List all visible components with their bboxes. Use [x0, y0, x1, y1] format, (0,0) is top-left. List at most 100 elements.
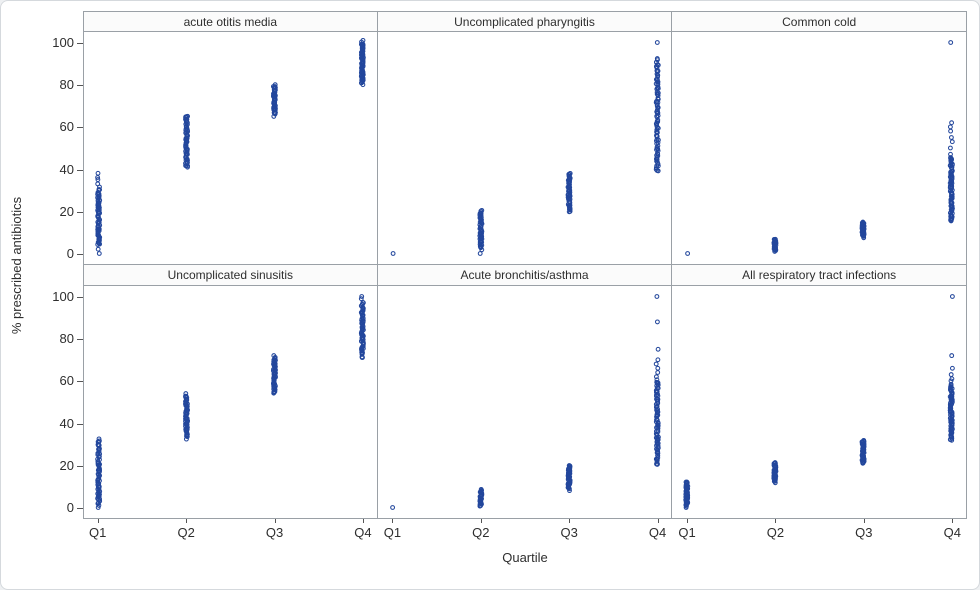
- grid-corner: [35, 265, 83, 286]
- x-tick-mark: [775, 519, 777, 523]
- strip-Q2: [183, 391, 191, 442]
- x-tick-labels-col-2: Q1 Q2 Q3 Q4: [378, 519, 673, 546]
- x-tick-label: Q2: [766, 525, 785, 540]
- strip-Q3: [565, 463, 573, 494]
- panel-header-acute-bronchitis-asthma: Acute bronchitis/asthma: [377, 265, 673, 286]
- panel-plot-acute-otitis-media: [83, 32, 378, 265]
- strip-Q4: [358, 294, 366, 360]
- y-axis-top-row: 0 20 40 60 80 100: [35, 32, 83, 265]
- y-tick-label: 60: [59, 373, 74, 389]
- panel-header-uncomplicated-sinusitis: Uncomplicated sinusitis: [83, 265, 378, 286]
- y-tick-label: 40: [59, 161, 74, 177]
- x-tick-mark: [687, 519, 689, 523]
- x-tick-label: Q4: [943, 525, 961, 540]
- strip-Q3: [859, 437, 867, 466]
- x-tick-mark: [392, 519, 394, 523]
- x-tick-mark: [952, 519, 954, 523]
- y-tick-label: 80: [59, 77, 74, 92]
- panel-header-all-respiratory-tract-infections: All respiratory tract infections: [672, 265, 967, 286]
- y-tick-label: 20: [59, 204, 74, 219]
- strip-Q2: [477, 486, 484, 509]
- strip-plot: [389, 294, 661, 510]
- grid-corner: [35, 11, 83, 32]
- strip-Q4: [653, 40, 661, 174]
- y-tick-mark: [77, 42, 83, 44]
- panel-plot-uncomplicated-pharyngitis: [377, 32, 673, 265]
- x-tick-label: Q3: [855, 525, 873, 540]
- x-tick-mark: [569, 519, 571, 523]
- strip-Q4: [948, 294, 956, 443]
- panel-plot-common-cold: [672, 32, 967, 265]
- y-tick-label: 100: [52, 34, 74, 50]
- x-tick-mark: [480, 519, 482, 523]
- y-axis-title: % prescribed antibiotics: [5, 11, 29, 519]
- y-tick-label: 100: [52, 288, 74, 304]
- x-tick-label: Q4: [354, 525, 372, 540]
- y-tick-label: 0: [66, 246, 74, 262]
- panel-grid: acute otitis media Uncomplicated pharyng…: [35, 11, 967, 546]
- y-tick-mark: [77, 212, 83, 213]
- figure-area: % prescribed antibiotics acute otitis me…: [10, 11, 967, 579]
- y-axis-title-text: % prescribed antibiotics: [9, 196, 25, 334]
- panel-header-acute-otitis-media: acute otitis media: [83, 11, 378, 32]
- y-tick-mark: [77, 169, 83, 171]
- panel-plot-uncomplicated-sinusitis: [83, 286, 378, 519]
- x-tick-label: Q1: [89, 525, 107, 540]
- panel-plot-all-respiratory-tract-infections: [672, 286, 967, 519]
- y-axis-bottom-row: 0 20 40 60 80 100: [35, 286, 83, 519]
- y-tick-mark: [77, 127, 83, 129]
- y-tick-label: 20: [59, 458, 74, 473]
- strip-Q4: [358, 37, 366, 88]
- x-tick-mark: [97, 519, 99, 523]
- strip-plot: [390, 40, 661, 256]
- x-tick-mark: [863, 519, 865, 523]
- strip-Q2: [771, 236, 779, 254]
- y-tick-label: 0: [66, 500, 74, 516]
- strip-Q2: [771, 460, 779, 486]
- strip-Q3: [859, 219, 867, 241]
- strip-Q2: [477, 207, 485, 256]
- strip-Q1: [95, 436, 103, 510]
- strip-plot: [95, 37, 366, 256]
- y-tick-label: 80: [59, 331, 74, 346]
- x-tick-labels-col-1: Q1 Q2 Q3 Q4: [83, 519, 378, 546]
- strip-plot: [683, 294, 956, 510]
- x-axis-title: Quartile: [83, 550, 967, 565]
- y-tick-label: 60: [59, 119, 74, 135]
- x-tick-mark: [186, 519, 188, 523]
- strip-Q4: [653, 294, 661, 467]
- x-tick-label: Q1: [383, 525, 402, 540]
- x-tick-label: Q2: [472, 525, 490, 540]
- y-tick-mark: [77, 296, 83, 298]
- x-tick-labels-col-3: Q1 Q2 Q3 Q4: [672, 519, 967, 546]
- y-tick-mark: [77, 466, 83, 467]
- panel-plot-acute-bronchitis-asthma: [377, 286, 673, 519]
- strip-Q4: [948, 40, 956, 224]
- grid-corner: [35, 519, 83, 546]
- x-tick-label: Q1: [678, 525, 696, 540]
- strip-Q3: [270, 82, 278, 119]
- x-tick-mark: [274, 519, 276, 523]
- strip-Q1: [95, 170, 103, 256]
- y-tick-label: 40: [59, 415, 74, 431]
- y-tick-mark: [77, 339, 83, 340]
- panel-header-uncomplicated-pharyngitis: Uncomplicated pharyngitis: [377, 11, 673, 32]
- strip-Q3: [270, 353, 278, 396]
- y-tick-mark: [77, 423, 83, 425]
- strip-Q1: [683, 479, 691, 510]
- y-tick-mark: [77, 381, 83, 383]
- strip-plot: [685, 40, 956, 256]
- x-tick-label: Q4: [648, 525, 667, 540]
- x-tick-mark: [657, 519, 659, 523]
- x-axis-title-text: Quartile: [502, 550, 548, 565]
- y-tick-mark: [77, 254, 83, 256]
- strip-Q2: [183, 113, 191, 170]
- y-tick-mark: [77, 508, 83, 510]
- strip-Q1: [685, 251, 691, 256]
- x-tick-label: Q2: [177, 525, 195, 540]
- x-tick-label: Q3: [560, 525, 578, 540]
- y-tick-mark: [77, 85, 83, 86]
- strip-Q1: [390, 251, 396, 256]
- strip-Q3: [565, 170, 573, 215]
